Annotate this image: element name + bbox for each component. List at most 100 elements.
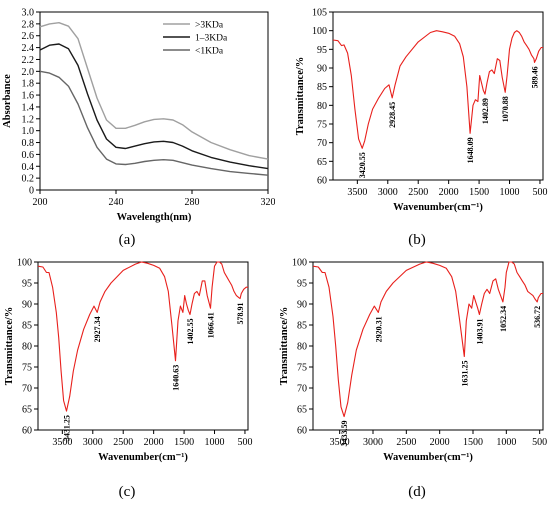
x-tick-label: 2000 xyxy=(439,187,459,198)
panel-label-c: (c) xyxy=(118,484,136,500)
y-tick-label: 0.6 xyxy=(22,150,35,161)
y-tick-label: 75 xyxy=(297,363,307,374)
x-tick-label: 3500 xyxy=(52,437,72,448)
peak-label: 1402.55 xyxy=(186,319,195,345)
peak-label: 1403.91 xyxy=(475,319,484,345)
series-line-1 xyxy=(37,261,248,412)
x-tick-label: 1000 xyxy=(496,437,516,448)
chart-d-ftir-spectrum: 3500 3000 2500 2000 1500 1000 500 60 65 70 75 80 85 9… xyxy=(279,258,547,464)
y-tick-label: 100 xyxy=(312,26,327,37)
plot-frame xyxy=(39,11,269,191)
x-tick-label: 2500 xyxy=(408,187,428,198)
x-tick-label: 2000 xyxy=(430,437,450,448)
x-tick-label: 1000 xyxy=(500,187,520,198)
y-tick-label: 3.0 xyxy=(22,8,35,19)
x-tick-label: 2500 xyxy=(396,437,416,448)
x-axis-label: Wavenumber(cm⁻¹) xyxy=(393,202,483,213)
peak-label: 2928.45 xyxy=(388,102,397,128)
x-tick-label: 3000 xyxy=(83,437,103,448)
y-tick-label: 85 xyxy=(317,82,327,93)
y-tick-label: 0.4 xyxy=(22,162,35,173)
y-tick-label: 2.4 xyxy=(22,43,35,54)
peak-label: 536.72 xyxy=(533,306,542,328)
x-tick-label: 3000 xyxy=(363,437,383,448)
y-tick-label: 0.8 xyxy=(22,138,35,149)
y-tick-label: 90 xyxy=(297,300,307,311)
x-tick-label: 2500 xyxy=(113,437,133,448)
plot-frame xyxy=(332,11,544,181)
panel-label-d: (d) xyxy=(408,484,426,500)
legend-label: 1–3KDa xyxy=(195,34,228,44)
x-tick-label: 280 xyxy=(185,197,200,208)
y-tick-label: 90 xyxy=(317,64,327,75)
y-tick-label: 60 xyxy=(317,176,327,187)
y-tick-label: 60 xyxy=(22,426,32,437)
peak-label: 1648.09 xyxy=(466,137,475,163)
peak-label: 578.91 xyxy=(236,303,245,325)
y-tick-label: 1.2 xyxy=(22,114,35,125)
y-tick-label: 1.6 xyxy=(22,91,35,102)
x-tick-label: 500 xyxy=(532,437,547,448)
peak-label: 2927.34 xyxy=(93,316,102,342)
x-tick-label: 320 xyxy=(261,197,276,208)
plot-frame xyxy=(37,261,249,431)
chart-a-uv-absorbance: 200 240 280 320 00.20.40.60.81.01.21.41.61.8… xyxy=(2,8,276,224)
series-line-1 xyxy=(312,261,543,418)
y-tick-label: 75 xyxy=(317,120,327,131)
y-tick-label: 1.8 xyxy=(22,79,35,90)
y-tick-label: 65 xyxy=(297,405,307,416)
y-tick-label: 2.6 xyxy=(22,31,35,42)
x-tick-label: 2000 xyxy=(144,437,164,448)
y-tick-label: 80 xyxy=(317,101,327,112)
panel-label-b: (b) xyxy=(408,232,426,248)
peak-label: 3433.59 xyxy=(340,421,349,447)
y-tick-label: 100 xyxy=(17,258,32,269)
y-axis-label: Transmittance/% xyxy=(295,57,306,136)
x-axis-label: Wavenumber(cm⁻¹) xyxy=(98,452,188,463)
peak-label: 3431.25 xyxy=(63,415,72,441)
series-line-1 xyxy=(332,30,543,149)
x-axis-label: Wavenumber(cm⁻¹) xyxy=(383,452,473,463)
y-tick-label: 65 xyxy=(317,157,327,168)
y-tick-label: 70 xyxy=(317,138,327,149)
peak-label: 1631.25 xyxy=(460,361,469,387)
peak-label: 1066.41 xyxy=(206,312,215,338)
y-axis-label: Transmittance/% xyxy=(279,307,290,386)
legend-label: >3KDa xyxy=(195,21,224,31)
x-tick-label: 1000 xyxy=(205,437,225,448)
x-tick-label: 200 xyxy=(33,197,48,208)
y-tick-label: 0 xyxy=(29,186,34,197)
x-tick-label: 1500 xyxy=(463,437,483,448)
x-tick-label: 500 xyxy=(532,187,547,198)
y-tick-label: 95 xyxy=(317,45,327,56)
x-tick-label: 3500 xyxy=(347,187,367,198)
chart-c-ftir-spectrum: 3500 3000 2500 2000 1500 1000 500 60 65 70 75 80 85 9… xyxy=(4,258,252,464)
x-tick-label: 3500 xyxy=(330,437,350,448)
y-tick-label: 80 xyxy=(297,342,307,353)
y-tick-label: 75 xyxy=(22,363,32,374)
y-tick-label: 2.8 xyxy=(22,19,35,30)
y-tick-label: 70 xyxy=(22,384,32,395)
y-tick-label: 80 xyxy=(22,342,32,353)
peak-label: 1640.63 xyxy=(172,365,181,391)
x-tick-label: 240 xyxy=(109,197,124,208)
x-tick-label: 1500 xyxy=(174,437,194,448)
y-tick-label: 2.2 xyxy=(22,55,35,66)
y-tick-label: 95 xyxy=(297,279,307,290)
y-tick-label: 2.0 xyxy=(22,67,35,78)
peak-label: 1070.88 xyxy=(501,96,510,122)
panel-label-a: (a) xyxy=(118,232,136,248)
y-tick-label: 95 xyxy=(22,279,32,290)
series-line-1 xyxy=(39,22,269,160)
peak-label: 589.46 xyxy=(531,66,540,88)
x-tick-label: 3000 xyxy=(378,187,398,198)
y-tick-label: 105 xyxy=(312,8,327,19)
peak-label: 3420.55 xyxy=(358,152,367,178)
y-tick-label: 100 xyxy=(292,258,307,269)
series-line-2 xyxy=(39,43,269,170)
peak-label: 2920.31 xyxy=(374,316,383,342)
y-tick-label: 60 xyxy=(297,426,307,437)
y-tick-label: 1.4 xyxy=(22,102,35,113)
peak-label: 1052.34 xyxy=(499,306,508,332)
